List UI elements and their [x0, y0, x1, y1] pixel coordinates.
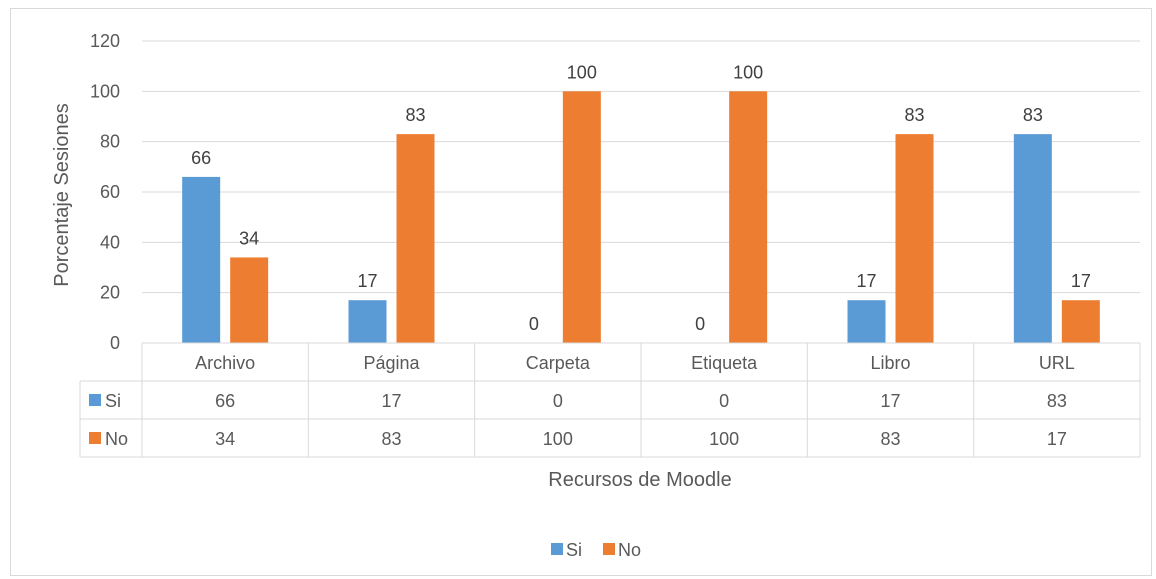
bar-no	[563, 91, 601, 343]
data-label: 0	[695, 314, 705, 334]
table-cell-value: 66	[215, 391, 235, 411]
legend: Si No	[551, 540, 641, 560]
table-cell-value: 34	[215, 429, 235, 449]
data-label: 83	[405, 105, 425, 125]
legend-key	[551, 543, 563, 555]
y-tick-label: 80	[100, 132, 120, 152]
table-cell-value: 83	[880, 429, 900, 449]
bar-no	[896, 134, 934, 343]
y-tick-label: 100	[90, 81, 120, 101]
y-tick-label: 60	[100, 182, 120, 202]
table-legend-key	[89, 432, 101, 444]
bar-no	[729, 91, 767, 343]
y-tick-label: 120	[90, 31, 120, 51]
legend-label: Si	[566, 540, 582, 560]
x-category-label: Archivo	[195, 353, 255, 373]
table-series-label: Si	[105, 391, 121, 411]
table-cell-value: 83	[381, 429, 401, 449]
data-label: 17	[856, 271, 876, 291]
legend-key	[603, 543, 615, 555]
data-table: Archivo 66 34 Página 17 83 Carpeta 0 100 Etiqueta…	[80, 343, 1140, 457]
table-cell-value: 17	[381, 391, 401, 411]
bars	[182, 91, 1100, 343]
bar-no	[230, 257, 268, 343]
y-tick-label: 40	[100, 232, 120, 252]
data-label: 100	[733, 62, 763, 82]
data-label: 100	[567, 62, 597, 82]
bar-si	[1014, 134, 1052, 343]
table-cell-value: 17	[1047, 429, 1067, 449]
table-cell-value: 100	[543, 429, 573, 449]
table-legend-key	[89, 394, 101, 406]
table-cell-value: 83	[1047, 391, 1067, 411]
data-label: 17	[357, 271, 377, 291]
x-category-label: Carpeta	[526, 353, 591, 373]
table-cell-value: 100	[709, 429, 739, 449]
table-cell-value: 17	[880, 391, 900, 411]
x-category-label: Libro	[870, 353, 910, 373]
bar-si	[349, 300, 387, 343]
data-label: 34	[239, 228, 259, 248]
x-category-label: URL	[1039, 353, 1075, 373]
bar-si	[182, 177, 220, 343]
data-label: 83	[904, 105, 924, 125]
bar-no	[397, 134, 435, 343]
x-axis-title: Recursos de Moodle	[548, 469, 731, 491]
data-label: 83	[1023, 105, 1043, 125]
table-cell-value: 0	[719, 391, 729, 411]
bar-no	[1062, 300, 1100, 343]
table-cell-value: 0	[553, 391, 563, 411]
table-series-label: No	[105, 429, 128, 449]
data-label: 66	[191, 148, 211, 168]
gridlines	[142, 41, 1140, 343]
legend-label: No	[618, 540, 641, 560]
data-labels: 66 34 17 83 0 100 0 100 17 83 83 17	[191, 62, 1091, 334]
data-label: 17	[1071, 271, 1091, 291]
data-label: 0	[529, 314, 539, 334]
y-tick-label: 0	[110, 333, 120, 353]
x-category-label: Etiqueta	[691, 353, 758, 373]
y-axis-title: Porcentaje Sesiones	[51, 103, 73, 286]
bar-si	[848, 300, 886, 343]
x-category-label: Página	[363, 353, 420, 373]
y-axis-ticks: 0 20 40 60 80 100 120	[90, 31, 120, 353]
y-tick-label: 20	[100, 283, 120, 303]
